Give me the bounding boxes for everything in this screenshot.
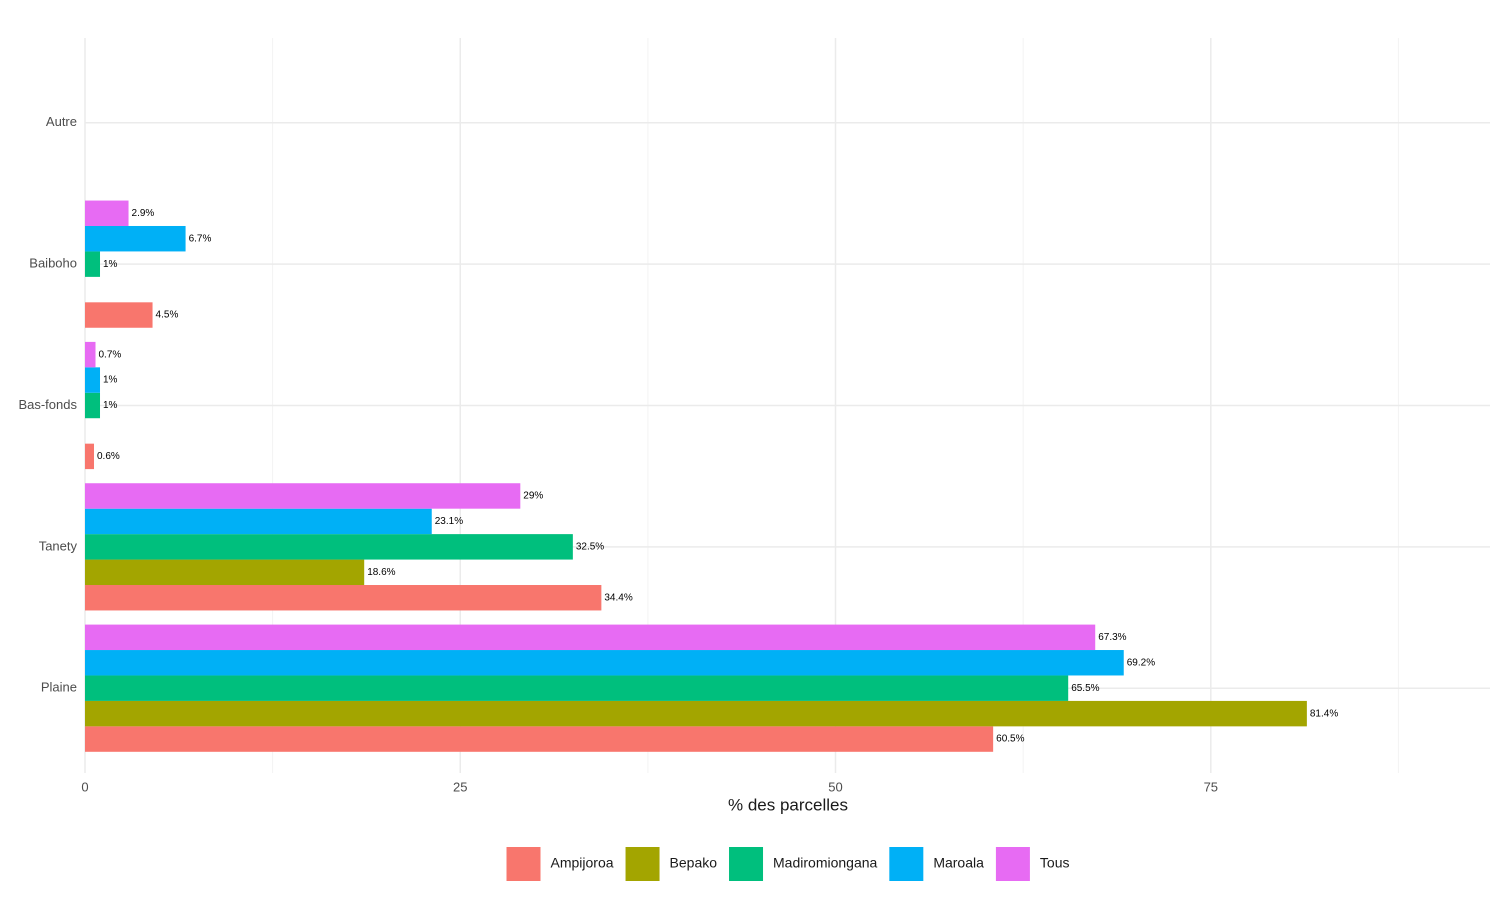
data-label: 67.3% bbox=[1098, 632, 1126, 643]
data-label: 6.7% bbox=[189, 233, 212, 244]
y-tick-label: Bas-fonds bbox=[18, 397, 77, 412]
bar bbox=[85, 443, 95, 470]
y-tick-label: Tanety bbox=[39, 538, 78, 553]
x-tick-label: 75 bbox=[1204, 779, 1218, 794]
y-tick-label: Baiboho bbox=[29, 256, 77, 271]
legend-label: Tous bbox=[1040, 855, 1070, 871]
data-label: 18.6% bbox=[367, 567, 395, 578]
data-label: 0.6% bbox=[97, 451, 120, 462]
legend-swatch bbox=[506, 847, 541, 881]
legend-label: Maroala bbox=[933, 855, 984, 871]
bar bbox=[85, 559, 365, 586]
bar bbox=[85, 624, 1096, 651]
bar bbox=[85, 251, 101, 277]
y-tick-label: Plaine bbox=[41, 680, 77, 695]
bar bbox=[85, 225, 186, 252]
bar bbox=[85, 650, 1124, 676]
bar bbox=[85, 585, 602, 611]
data-label: 1% bbox=[103, 400, 118, 411]
bar bbox=[85, 675, 1069, 701]
data-label: 65.5% bbox=[1071, 683, 1099, 694]
data-label: 69.2% bbox=[1127, 657, 1155, 668]
x-tick-label: 0 bbox=[81, 779, 88, 794]
x-tick-label: 50 bbox=[828, 779, 842, 794]
data-label: 4.5% bbox=[156, 310, 179, 321]
y-tick-label: Autre bbox=[46, 114, 77, 129]
legend-label: Ampijoroa bbox=[551, 855, 614, 871]
bar bbox=[85, 534, 573, 560]
legend-swatch bbox=[889, 847, 924, 881]
bar bbox=[85, 508, 432, 535]
data-label: 32.5% bbox=[576, 541, 604, 552]
data-label: 23.1% bbox=[435, 516, 463, 527]
data-label: 34.4% bbox=[604, 592, 632, 603]
bar bbox=[85, 367, 101, 393]
bar bbox=[85, 341, 96, 368]
x-axis-title: % des parcelles bbox=[728, 795, 848, 814]
legend-swatch bbox=[625, 847, 660, 881]
data-label: 1% bbox=[103, 259, 118, 270]
legend-swatch bbox=[995, 847, 1030, 881]
data-label: 2.9% bbox=[132, 208, 155, 219]
data-label: 81.4% bbox=[1310, 708, 1338, 719]
bar bbox=[85, 483, 521, 509]
data-label: 29% bbox=[523, 491, 543, 502]
legend-swatch bbox=[729, 847, 764, 881]
bar bbox=[85, 700, 1307, 727]
bar bbox=[85, 392, 101, 419]
bar bbox=[85, 302, 153, 328]
bar bbox=[85, 726, 994, 752]
data-label: 1% bbox=[103, 375, 118, 386]
data-label: 0.7% bbox=[99, 349, 122, 360]
x-tick-label: 25 bbox=[453, 779, 467, 794]
data-label: 60.5% bbox=[996, 734, 1024, 745]
legend: Ampijoroa Bepako Madiromiongana Maroala Tous bbox=[506, 847, 1070, 881]
bar bbox=[85, 200, 129, 226]
legend-label: Bepako bbox=[670, 855, 718, 871]
legend-label: Madiromiongana bbox=[773, 855, 877, 871]
